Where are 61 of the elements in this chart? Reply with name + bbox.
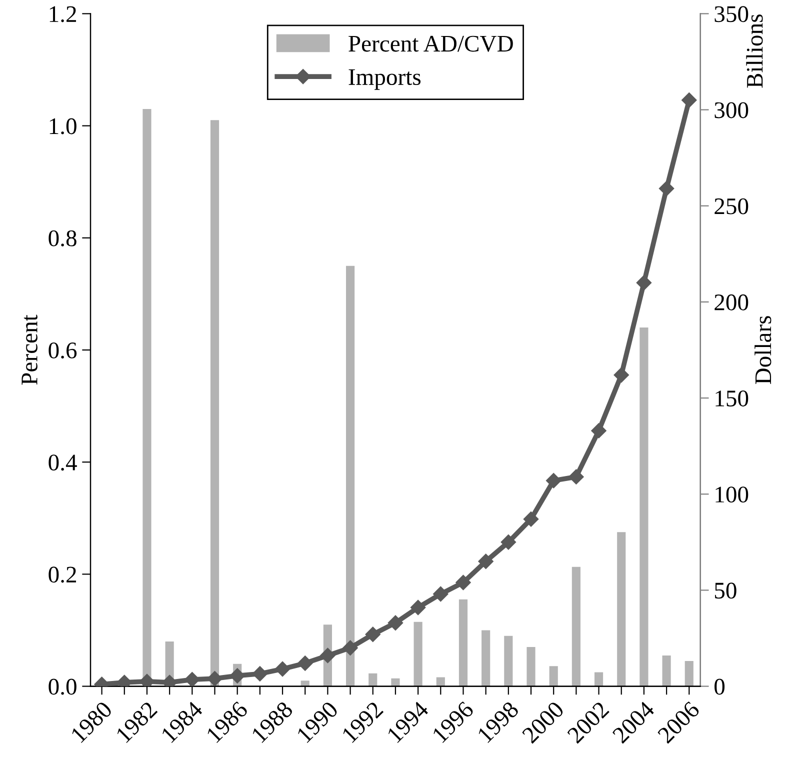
point (388, 615, 404, 630)
legend-label: Percent AD/CVD (348, 36, 513, 52)
y-tick-label: 1.0 (50, 118, 76, 134)
point (568, 469, 584, 484)
bar (684, 661, 694, 686)
bar (617, 532, 626, 686)
point (456, 574, 471, 590)
point (433, 586, 448, 602)
y2-tick-label: 150 (716, 390, 748, 406)
legend-label: Imports (348, 69, 421, 90)
point (682, 92, 697, 108)
point (658, 180, 674, 196)
y-tick-label: 0.4 (48, 454, 77, 471)
y2-tick-label: 300 (714, 102, 748, 118)
point (252, 666, 268, 682)
bar (210, 120, 220, 686)
bar (391, 678, 400, 686)
y2-tick-label: 250 (714, 198, 748, 214)
point (500, 534, 516, 550)
point (636, 275, 652, 290)
bar (572, 566, 580, 686)
bar (346, 266, 355, 686)
y2-tick-label: 350 (714, 6, 748, 22)
point (546, 473, 562, 488)
bar (526, 647, 536, 686)
point (614, 367, 629, 383)
bar (504, 636, 513, 686)
point (410, 600, 426, 616)
bar (414, 622, 422, 686)
bar (549, 666, 558, 686)
point (478, 554, 494, 569)
bar (142, 108, 152, 686)
y2-tick-label: 200 (714, 294, 748, 310)
bar (662, 655, 671, 686)
point (523, 512, 539, 527)
point (342, 640, 358, 656)
y2-axis-title: Dollars (754, 316, 772, 384)
bar (482, 630, 490, 686)
y2-tick-label: 0 (714, 678, 725, 695)
bar (640, 328, 648, 686)
bar (458, 599, 468, 686)
point (139, 674, 155, 686)
point (184, 672, 200, 686)
y-tick-label: 0.2 (48, 566, 76, 583)
y2-tick-label: 100 (716, 486, 748, 503)
y-axis-title: Percent (22, 314, 38, 385)
bar (368, 673, 378, 686)
point (591, 423, 606, 438)
point (320, 648, 336, 664)
point (207, 671, 222, 686)
y-tick-label: 1.2 (50, 6, 76, 22)
y2-tick-label: 50 (714, 582, 736, 599)
text: Billions (746, 14, 763, 88)
y-tick-label: 0.6 (48, 342, 77, 359)
point (274, 661, 290, 677)
y-tick-label: 0.8 (48, 230, 76, 246)
bar (594, 672, 604, 686)
point (230, 668, 245, 684)
point (298, 656, 313, 671)
point (365, 626, 380, 642)
y-tick-label: 0.0 (48, 678, 76, 695)
